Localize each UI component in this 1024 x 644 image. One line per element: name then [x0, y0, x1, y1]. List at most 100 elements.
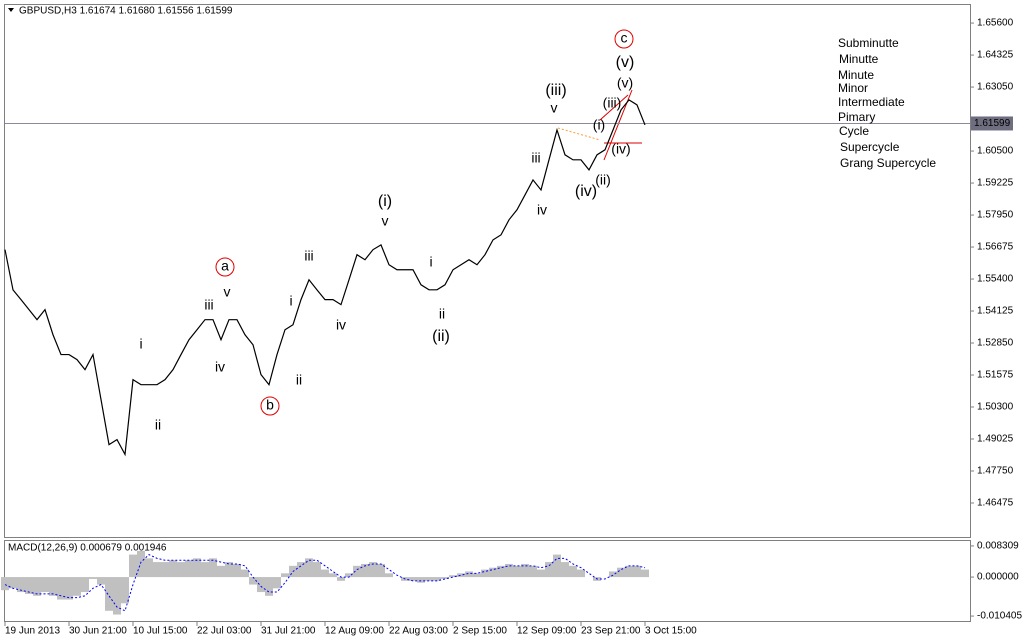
macd-bar [353, 565, 361, 578]
macd-bar [97, 577, 105, 585]
y-tick-label: 1.55400 [977, 274, 1014, 285]
macd-bar [521, 563, 529, 578]
macd-bar [361, 563, 369, 578]
legend-entry: Minute [838, 68, 874, 82]
x-tick-label: 23 Sep 21:00 [581, 626, 641, 637]
wave-label: (ii) [432, 328, 450, 345]
macd-bar [9, 577, 17, 589]
chart-title: GBPUSD,H3 1.61674 1.61680 1.61556 1.6159… [19, 6, 233, 17]
macd-bar [113, 577, 121, 615]
macd-bar [25, 577, 33, 594]
x-tick-label: 12 Sep 09:00 [517, 626, 577, 637]
macd-bar [577, 569, 585, 578]
macd-bar [145, 558, 153, 578]
macd-bar [481, 569, 489, 578]
current-price-label: 1.61599 [974, 118, 1011, 129]
macd-bar [297, 562, 305, 578]
macd-bar [561, 562, 569, 578]
macd-bar [641, 569, 649, 578]
macd-bar [33, 577, 41, 596]
macd-bar [633, 565, 641, 578]
wave-label: iv [215, 359, 225, 375]
macd-bar [169, 560, 177, 578]
macd-bar [17, 577, 25, 593]
macd-bar [625, 565, 633, 578]
macd-bar [105, 577, 113, 611]
macd-bar [57, 577, 65, 600]
trend-line [599, 94, 629, 121]
macd-bar [441, 577, 449, 579]
wave-label: ii [155, 417, 161, 433]
legend-entry: Pimary [838, 110, 875, 124]
macd-title: MACD(12,26,9) 0.000679 0.001946 [8, 543, 167, 554]
macd-bar [65, 577, 73, 600]
macd-bar [417, 577, 425, 583]
macd-bar [73, 577, 81, 596]
wave-label: (iii) [603, 95, 622, 111]
x-tick-label: 22 Aug 03:00 [389, 626, 448, 637]
macd-bar [209, 558, 217, 578]
y-tick-label: 1.46475 [977, 498, 1014, 509]
macd-bar [41, 577, 49, 593]
wave-label: (v) [617, 75, 633, 91]
y-tick-label: 1.60500 [977, 146, 1014, 157]
macd-bar [425, 577, 433, 581]
wave-label: (i) [378, 193, 392, 210]
macd-bar [281, 573, 289, 578]
wave-label: iv [537, 202, 547, 218]
y-tick-label: 1.59225 [977, 178, 1014, 189]
y-tick-label: 1.49025 [977, 434, 1014, 445]
y-tick-label: -0.010405 [977, 611, 1022, 622]
macd-bar [337, 577, 345, 581]
macd-bar [409, 577, 417, 581]
y-tick-label: 1.51575 [977, 370, 1014, 381]
trend-line [557, 127, 601, 141]
macd-bar [273, 577, 281, 589]
macd-bar [305, 558, 313, 578]
macd-bar [257, 577, 265, 593]
y-tick-label: 0.008309 [977, 541, 1019, 552]
macd-bar [121, 577, 129, 604]
macd-bar [241, 569, 249, 578]
macd-bar [449, 575, 457, 578]
macd-bar [201, 562, 209, 578]
macd-bar [569, 565, 577, 578]
macd-bar [89, 577, 97, 579]
macd-bar [217, 565, 225, 578]
macd-bar [321, 569, 329, 578]
macd-bar [465, 571, 473, 578]
wave-label: (v) [616, 54, 635, 71]
wave-label: a [221, 258, 229, 274]
macd-bar [137, 550, 145, 578]
y-tick-label: 1.54125 [977, 306, 1014, 317]
macd-bar [513, 565, 521, 578]
x-tick-label: 3 Oct 15:00 [645, 626, 697, 637]
wave-label: v [382, 213, 389, 229]
macd-bar [609, 571, 617, 578]
wave-label: (iii) [545, 82, 566, 99]
wave-circle [260, 396, 280, 416]
macd-bar [249, 577, 257, 585]
macd-bar [177, 562, 185, 578]
macd-bar [233, 563, 241, 578]
x-tick-label: 10 Jul 15:00 [133, 626, 188, 637]
x-tick-label: 31 Jul 21:00 [261, 626, 316, 637]
wave-label: iii [204, 297, 213, 313]
y-tick-label: 1.57950 [977, 210, 1014, 221]
macd-bar [313, 562, 321, 578]
wave-label: (ii) [595, 172, 611, 188]
wave-circle [614, 29, 634, 49]
wave-label: iii [531, 150, 540, 166]
wave-label: v [224, 284, 231, 300]
macd-bar [81, 577, 89, 593]
wave-label: (iv) [611, 141, 630, 157]
wave-label: (i) [593, 117, 605, 133]
wave-label: ii [296, 372, 302, 388]
wave-label: i [289, 293, 292, 309]
legend-entry: Cycle [839, 124, 869, 138]
wave-label: ii [439, 306, 445, 322]
y-tick-label: 1.65600 [977, 18, 1014, 29]
legend-entry: Minutte [839, 52, 879, 66]
x-tick-label: 2 Sep 15:00 [453, 626, 507, 637]
